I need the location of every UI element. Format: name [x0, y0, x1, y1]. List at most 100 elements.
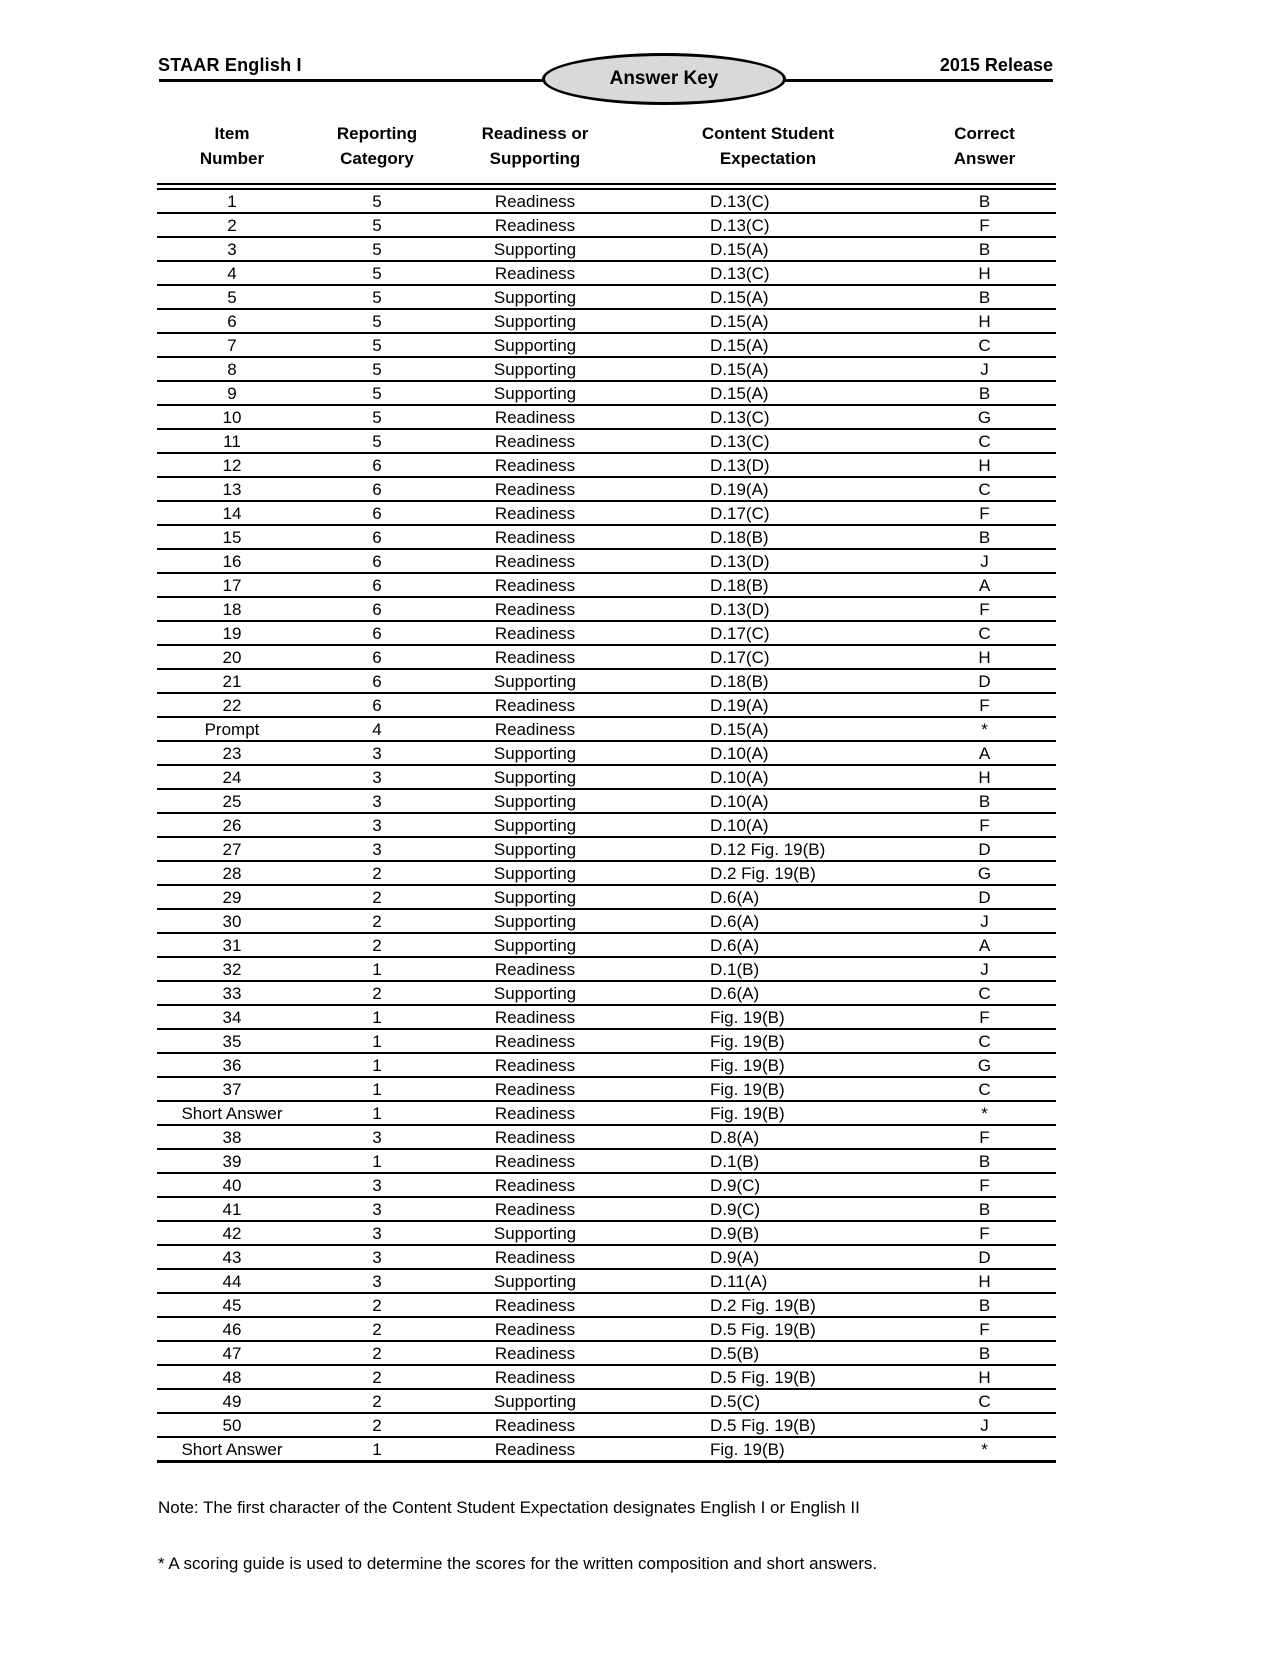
correct-answer-cell: H	[978, 263, 991, 283]
content-expectation-cell: Fig. 19(B)	[710, 1439, 785, 1459]
table-row: 32 1 Readiness D.1(B) J	[157, 958, 1056, 982]
table-row: 49 2 Supporting D.5(C) C	[157, 1390, 1056, 1414]
readiness-supporting-cell: Supporting	[493, 935, 577, 955]
item-number-cell: 18	[222, 599, 242, 619]
correct-answer-cell: F	[979, 1319, 990, 1339]
readiness-supporting-cell: Supporting	[493, 1223, 577, 1243]
table-row: 7 5 Supporting D.15(A) C	[157, 334, 1056, 358]
content-expectation-cell: D.15(A)	[710, 335, 769, 355]
correct-answer-cell: F	[979, 1007, 990, 1027]
item-number-cell: Short Answer	[181, 1103, 283, 1123]
correct-answer-cell: A	[978, 743, 991, 763]
reporting-category-cell: 3	[372, 1223, 382, 1243]
reporting-category-cell: 3	[372, 839, 382, 859]
correct-answer-cell: F	[979, 599, 990, 619]
readiness-supporting-cell: Readiness	[494, 1175, 576, 1195]
item-number-cell: 44	[222, 1271, 242, 1291]
content-expectation-cell: Fig. 19(B)	[710, 1055, 785, 1075]
reporting-category-cell: 3	[372, 815, 382, 835]
table-row: 3 5 Supporting D.15(A) B	[157, 238, 1056, 262]
table-row: 44 3 Supporting D.11(A) H	[157, 1270, 1056, 1294]
readiness-supporting-cell: Supporting	[493, 911, 577, 931]
item-number-cell: 36	[222, 1055, 242, 1075]
reporting-category-cell: 3	[372, 767, 382, 787]
correct-answer-cell: H	[978, 767, 991, 787]
readiness-supporting-cell: Readiness	[494, 623, 576, 643]
table-row: 16 6 Readiness D.13(D) J	[157, 550, 1056, 574]
reporting-category-cell: 6	[372, 551, 382, 571]
reporting-category-cell: 5	[372, 215, 382, 235]
item-number-cell: 50	[222, 1415, 242, 1435]
correct-answer-cell: H	[978, 647, 991, 667]
item-number-cell: 37	[222, 1079, 242, 1099]
item-number-cell: 45	[222, 1295, 242, 1315]
table-row: 34 1 Readiness Fig. 19(B) F	[157, 1006, 1056, 1030]
readiness-supporting-cell: Readiness	[494, 1055, 576, 1075]
table-row: 15 6 Readiness D.18(B) B	[157, 526, 1056, 550]
table-row: 45 2 Readiness D.2 Fig. 19(B) B	[157, 1294, 1056, 1318]
content-expectation-cell: D.15(A)	[710, 287, 769, 307]
item-number-cell: 7	[227, 335, 237, 355]
content-expectation-cell: D.10(A)	[710, 743, 769, 763]
readiness-supporting-cell: Readiness	[494, 1295, 576, 1315]
scoring-guide-footnote: * A scoring guide is used to determine t…	[158, 1554, 878, 1573]
table-row: 46 2 Readiness D.5 Fig. 19(B) F	[157, 1318, 1056, 1342]
table-row: 9 5 Supporting D.15(A) B	[157, 382, 1056, 406]
reporting-category-cell: 2	[372, 935, 382, 955]
content-expectation-cell: D.17(C)	[710, 623, 770, 643]
table-row: 1 5 Readiness D.13(C) B	[157, 190, 1056, 214]
content-expectation-cell: D.13(D)	[710, 599, 770, 619]
table-row: 38 3 Readiness D.8(A) F	[157, 1126, 1056, 1150]
content-expectation-cell: D.5(B)	[710, 1343, 760, 1363]
readiness-supporting-cell: Supporting	[493, 239, 577, 259]
reporting-category-cell: 2	[372, 1295, 382, 1315]
correct-answer-cell: D	[978, 1247, 991, 1267]
readiness-supporting-cell: Supporting	[493, 311, 577, 331]
answer-key-table: 1 5 Readiness D.13(C) B 2 5 Readiness D.13(C) F 3 5…	[157, 183, 1056, 1463]
content-expectation-cell: D.10(A)	[710, 767, 769, 787]
content-expectation-cell: D.9(B)	[710, 1223, 760, 1243]
readiness-supporting-cell: Readiness	[494, 1199, 576, 1219]
item-number-cell: 10	[222, 407, 242, 427]
content-expectation-cell: D.15(A)	[710, 383, 769, 403]
readiness-supporting-cell: Readiness	[494, 1031, 576, 1051]
table-row: 47 2 Readiness D.5(B) B	[157, 1342, 1056, 1366]
column-header-item-number: Item Number	[199, 124, 265, 168]
readiness-supporting-cell: Readiness	[494, 695, 576, 715]
table-row: 8 5 Supporting D.15(A) J	[157, 358, 1056, 382]
content-expectation-cell: D.6(A)	[710, 887, 760, 907]
table-row: 39 1 Readiness D.1(B) B	[157, 1150, 1056, 1174]
readiness-supporting-cell: Supporting	[493, 983, 577, 1003]
item-number-cell: 46	[222, 1319, 242, 1339]
item-number-cell: 23	[222, 743, 242, 763]
correct-answer-cell: C	[978, 1079, 991, 1099]
table-row: 40 3 Readiness D.9(C) F	[157, 1174, 1056, 1198]
table-row: 20 6 Readiness D.17(C) H	[157, 646, 1056, 670]
content-expectation-cell: D.13(C)	[710, 191, 770, 211]
item-number-cell: 38	[222, 1127, 242, 1147]
readiness-supporting-cell: Readiness	[494, 599, 576, 619]
item-number-cell: 3	[227, 239, 237, 259]
item-number-cell: 21	[222, 671, 242, 691]
content-expectation-cell: D.13(C)	[710, 215, 770, 235]
content-expectation-cell: Fig. 19(B)	[710, 1031, 785, 1051]
item-number-cell: 48	[222, 1367, 242, 1387]
correct-answer-cell: J	[980, 911, 989, 931]
item-number-cell: 17	[222, 575, 242, 595]
table-row: 21 6 Supporting D.18(B) D	[157, 670, 1056, 694]
readiness-supporting-cell: Readiness	[494, 479, 576, 499]
content-expectation-cell: D.10(A)	[710, 815, 769, 835]
content-expectation-cell: D.10(A)	[710, 791, 769, 811]
reporting-category-cell: 3	[372, 1175, 382, 1195]
item-number-cell: 26	[222, 815, 242, 835]
note-text: Note: The first character of the Content…	[158, 1498, 860, 1517]
correct-answer-cell: J	[980, 959, 989, 979]
readiness-supporting-cell: Readiness	[494, 1151, 576, 1171]
content-expectation-cell: Fig. 19(B)	[710, 1103, 785, 1123]
correct-answer-cell: C	[978, 1031, 991, 1051]
table-row: 30 2 Supporting D.6(A) J	[157, 910, 1056, 934]
correct-answer-cell: B	[978, 1343, 991, 1363]
readiness-supporting-cell: Readiness	[494, 407, 576, 427]
correct-answer-cell: G	[977, 407, 992, 427]
content-expectation-cell: D.6(A)	[710, 983, 760, 1003]
